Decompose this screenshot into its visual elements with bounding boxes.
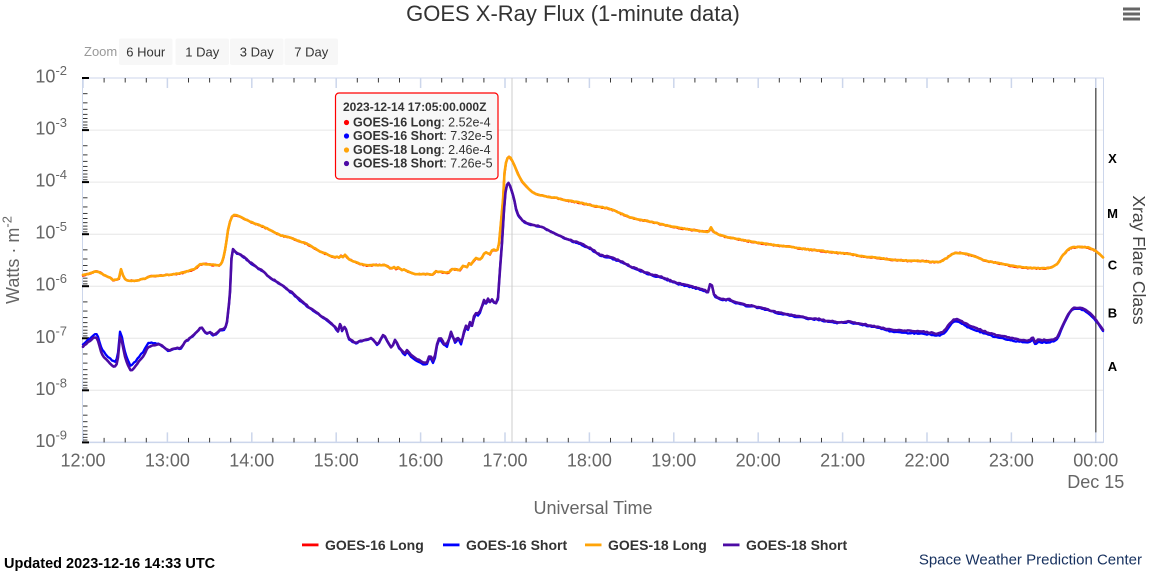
svg-text:Zoom: Zoom xyxy=(84,44,117,59)
svg-text:10-3: 10-3 xyxy=(35,115,67,139)
svg-text:15:00: 15:00 xyxy=(314,451,359,471)
svg-text:1 Day: 1 Day xyxy=(185,45,219,60)
svg-text:7 Day: 7 Day xyxy=(294,45,328,60)
svg-text:22:00: 22:00 xyxy=(904,451,949,471)
svg-text:20:00: 20:00 xyxy=(736,451,781,471)
svg-text:12:00: 12:00 xyxy=(60,451,105,471)
svg-text:GOES-16 Short: GOES-16 Short xyxy=(466,537,567,553)
svg-text:GOES-18 Long: GOES-18 Long xyxy=(608,537,707,553)
svg-text:17:00: 17:00 xyxy=(482,451,527,471)
svg-text:Space Weather Prediction Cente: Space Weather Prediction Center xyxy=(919,552,1142,569)
svg-text:Universal Time: Universal Time xyxy=(533,498,652,518)
svg-text:14:00: 14:00 xyxy=(229,451,274,471)
svg-text:A: A xyxy=(1108,359,1118,374)
svg-text:B: B xyxy=(1108,306,1117,321)
svg-text:10-2: 10-2 xyxy=(35,63,67,87)
svg-text:GOES-16 Long: 2.52e-4: GOES-16 Long: 2.52e-4 xyxy=(353,116,491,130)
svg-text:21:00: 21:00 xyxy=(820,451,865,471)
svg-text:C: C xyxy=(1108,258,1118,273)
svg-text:Updated 2023-12-16 14:33 UTC: Updated 2023-12-16 14:33 UTC xyxy=(4,556,216,572)
svg-text:16:00: 16:00 xyxy=(398,451,443,471)
svg-text:GOES-16 Long: GOES-16 Long xyxy=(325,537,424,553)
svg-text:6 Hour: 6 Hour xyxy=(126,45,166,60)
svg-text:2023-12-14 17:05:00.000Z: 2023-12-14 17:05:00.000Z xyxy=(343,100,486,114)
svg-text:Watts · m-2: Watts · m-2 xyxy=(0,216,23,304)
svg-text:10-6: 10-6 xyxy=(35,271,67,295)
svg-text:10-7: 10-7 xyxy=(35,323,67,347)
svg-text:Xray Flare Class: Xray Flare Class xyxy=(1129,195,1149,325)
svg-text:19:00: 19:00 xyxy=(651,451,696,471)
svg-text:GOES-18 Short: 7.26e-5: GOES-18 Short: 7.26e-5 xyxy=(353,157,493,171)
svg-text:10-9: 10-9 xyxy=(35,427,67,451)
svg-text:3 Day: 3 Day xyxy=(240,45,274,60)
svg-text:GOES-18 Short: GOES-18 Short xyxy=(746,537,847,553)
svg-text:00:00: 00:00 xyxy=(1073,451,1118,471)
svg-text:M: M xyxy=(1107,206,1118,221)
svg-text:GOES-16 Short: 7.32e-5: GOES-16 Short: 7.32e-5 xyxy=(353,129,493,143)
svg-text:10-4: 10-4 xyxy=(35,167,67,191)
svg-text:GOES X-Ray Flux (1-minute data: GOES X-Ray Flux (1-minute data) xyxy=(406,1,740,26)
svg-text:Dec 15: Dec 15 xyxy=(1067,472,1124,492)
svg-text:23:00: 23:00 xyxy=(989,451,1034,471)
svg-text:10-8: 10-8 xyxy=(35,375,67,399)
svg-text:13:00: 13:00 xyxy=(145,451,190,471)
svg-text:GOES-18 Long: 2.46e-4: GOES-18 Long: 2.46e-4 xyxy=(353,143,491,157)
svg-text:X: X xyxy=(1108,151,1117,166)
svg-text:18:00: 18:00 xyxy=(567,451,612,471)
svg-text:10-5: 10-5 xyxy=(35,219,67,243)
